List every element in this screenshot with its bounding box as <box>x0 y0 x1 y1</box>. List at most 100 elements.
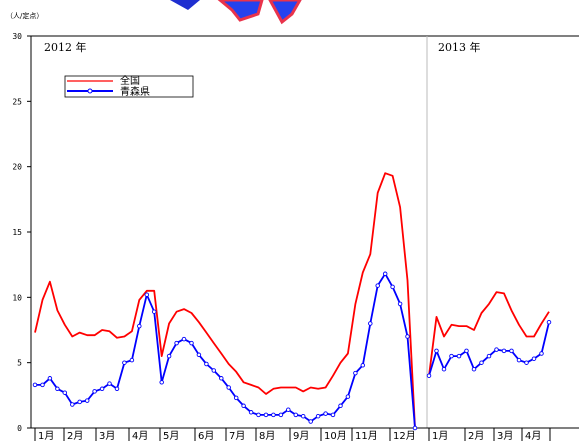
aomori-point <box>166 353 172 359</box>
aomori-point <box>219 376 224 381</box>
aomori-point <box>546 319 552 325</box>
month-label: 4月 <box>132 430 148 441</box>
unit-label: （人/定点） <box>6 11 43 20</box>
month-label: 4月 <box>525 430 541 441</box>
month-label: 10月 <box>324 430 347 441</box>
month-label: 5月 <box>163 430 179 441</box>
aomori-point <box>233 395 239 401</box>
aomori-point <box>151 309 157 314</box>
aomori-point <box>286 407 291 412</box>
aomori-point <box>501 348 507 354</box>
national-line-2012 <box>34 172 416 429</box>
aomori-point <box>360 363 366 368</box>
aomori-point <box>300 413 306 419</box>
month-label: 2月 <box>468 430 484 441</box>
aomori-point <box>412 425 418 431</box>
aomori-point <box>375 283 380 288</box>
aomori-point <box>315 413 321 419</box>
month-label: 1月 <box>432 430 448 441</box>
aomori-point <box>479 360 484 365</box>
aomori-point <box>181 336 187 342</box>
aomori-point <box>486 353 492 359</box>
aomori-point <box>263 412 269 418</box>
title-decoration <box>170 0 302 25</box>
aomori-point <box>494 347 499 352</box>
aomori-point <box>293 412 299 418</box>
month-axis: 1月 2月 3月 4月 5月 6月 7月 8月 9月 10月 11月 12月 1月 2月 3月 4月 <box>34 428 551 441</box>
aomori-point <box>196 352 202 358</box>
aomori-point <box>323 411 328 416</box>
month-label: 8月 <box>259 430 275 441</box>
aomori-point <box>189 340 194 346</box>
legend-label-national: 全国 <box>120 74 140 87</box>
month-label: 2月 <box>67 430 83 441</box>
aomori-point <box>70 402 75 407</box>
aomori-point <box>62 390 68 395</box>
aomori-point <box>211 368 217 373</box>
legend: 全国 青森県 <box>64 74 194 98</box>
month-label: 12月 <box>393 430 416 441</box>
aomori-point <box>426 373 432 378</box>
year-label-2012: 2012 年 <box>44 40 87 54</box>
aomori-point <box>353 370 358 376</box>
aomori-point <box>516 357 522 363</box>
aomori-point <box>84 398 90 403</box>
aomori-point <box>308 419 313 424</box>
y-axis: 0 5 10 15 20 25 30 <box>12 32 31 433</box>
year-label-2013: 2013 年 <box>438 40 481 54</box>
month-label: 9月 <box>293 430 309 441</box>
legend-marker-aomori <box>87 88 93 94</box>
aomori-point <box>368 321 373 326</box>
aomori-point <box>99 386 105 392</box>
aomori-point <box>144 292 150 297</box>
aomori-point <box>241 403 246 409</box>
aomori-point <box>330 412 336 418</box>
aomori-point <box>345 394 351 399</box>
aomori-point <box>464 348 469 354</box>
aomori-point <box>456 353 462 359</box>
aomori-point <box>405 334 410 339</box>
aomori-point <box>390 284 395 290</box>
aomori-point <box>129 357 135 363</box>
aomori-point <box>531 356 537 361</box>
aomori-line-2012 <box>35 272 416 429</box>
series-layer <box>32 172 552 431</box>
y-tick-label: 20 <box>12 163 22 172</box>
aomori-point <box>107 381 112 386</box>
aomori-point <box>397 301 403 307</box>
aomori-point <box>509 348 514 354</box>
month-label: 7月 <box>229 430 245 441</box>
national-line-2013 <box>428 291 550 376</box>
aomori-point <box>382 271 388 277</box>
aomori-point <box>40 382 45 388</box>
y-tick-label: 25 <box>12 97 22 106</box>
aomori-point <box>524 360 529 365</box>
month-label: 6月 <box>198 430 214 441</box>
aomori-point <box>226 385 231 390</box>
aomori-point <box>32 382 38 388</box>
aomori-point <box>449 353 454 359</box>
aomori-point <box>278 412 284 418</box>
aomori-point <box>137 323 142 329</box>
aomori-point <box>471 366 477 372</box>
y-tick-label: 15 <box>12 228 22 237</box>
aomori-point <box>55 386 60 392</box>
aomori-point <box>204 361 209 367</box>
month-label: 11月 <box>355 430 378 441</box>
y-tick-label: 10 <box>12 293 22 302</box>
y-tick-label: 0 <box>17 424 22 433</box>
aomori-point <box>271 412 276 418</box>
aomori-point <box>159 380 164 385</box>
aomori-point <box>77 399 82 405</box>
aomori-point <box>256 412 261 418</box>
aomori-point <box>434 348 439 354</box>
aomori-point <box>122 360 127 365</box>
aomori-point <box>248 410 254 415</box>
month-label: 3月 <box>99 430 115 441</box>
aomori-point <box>539 351 544 356</box>
aomori-point <box>92 389 97 394</box>
y-tick-label: 5 <box>17 359 22 368</box>
aomori-point <box>114 386 120 392</box>
month-label: 3月 <box>497 430 513 441</box>
